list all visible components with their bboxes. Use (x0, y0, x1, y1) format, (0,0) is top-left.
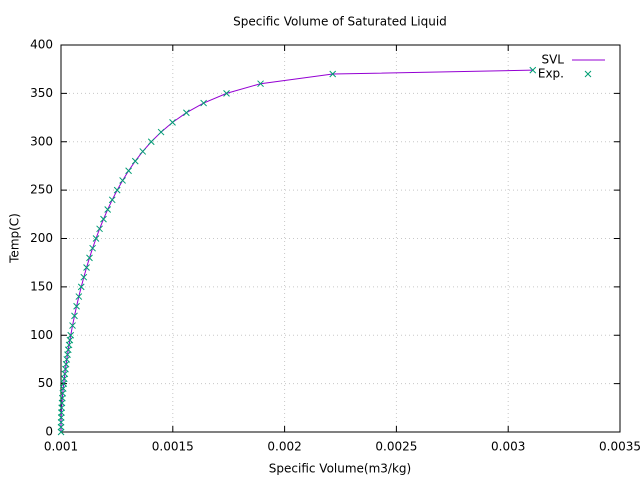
point-marker (157, 128, 165, 136)
y-axis-label: Temp(C) (8, 213, 22, 264)
point-marker (223, 90, 230, 97)
point-marker (139, 148, 147, 155)
point-marker (80, 273, 88, 281)
point-marker (147, 138, 155, 146)
point-marker (75, 293, 83, 300)
point-marker (119, 177, 126, 184)
point-marker (529, 66, 537, 74)
point-marker (83, 264, 90, 271)
y-tick-label: 350 (30, 86, 53, 100)
point-marker (77, 283, 85, 291)
point-marker (73, 302, 80, 310)
point-marker (125, 167, 132, 175)
point-marker (57, 423, 65, 431)
point-marker (71, 312, 78, 320)
legend-swatch (584, 70, 592, 78)
point-marker (131, 157, 139, 165)
plot-frame (60, 44, 621, 433)
point-marker (86, 254, 93, 262)
y-tick-label: 300 (30, 134, 53, 148)
point-marker (183, 109, 190, 117)
y-tick-label: 250 (30, 183, 53, 197)
point-marker (67, 331, 75, 339)
x-tick-label: 0.0035 (599, 440, 640, 454)
point-marker (329, 70, 337, 78)
point-marker (108, 196, 116, 204)
y-tick-label: 400 (30, 38, 53, 52)
y-tick-label: 200 (30, 231, 53, 245)
point-marker (89, 244, 96, 252)
legend-label: SVL (541, 53, 564, 67)
point-marker (200, 99, 207, 107)
point-marker (96, 225, 103, 233)
x-axis-label: Specific Volume(m3/kg) (269, 462, 411, 476)
x-tick-label: 0.001 (44, 440, 78, 454)
y-tick-label: 150 (30, 279, 53, 293)
point-marker (169, 119, 176, 126)
legend-label: Exp. (538, 67, 564, 81)
series-line (60, 69, 533, 433)
y-tick-label: 50 (38, 376, 53, 390)
point-marker (113, 186, 121, 194)
point-marker (92, 235, 100, 242)
x-tick-label: 0.0015 (152, 440, 194, 454)
y-tick-label: 0 (45, 425, 53, 439)
x-tick-label: 0.003 (491, 440, 525, 454)
y-tick-label: 100 (30, 328, 53, 342)
point-marker (257, 80, 264, 88)
point-marker (69, 322, 76, 329)
point-marker (104, 206, 112, 213)
point-marker (100, 215, 107, 223)
point-marker (57, 428, 65, 436)
x-tick-label: 0.002 (267, 440, 301, 454)
x-tick-label: 0.0025 (375, 440, 417, 454)
chart-title: Specific Volume of Saturated Liquid (233, 15, 447, 29)
